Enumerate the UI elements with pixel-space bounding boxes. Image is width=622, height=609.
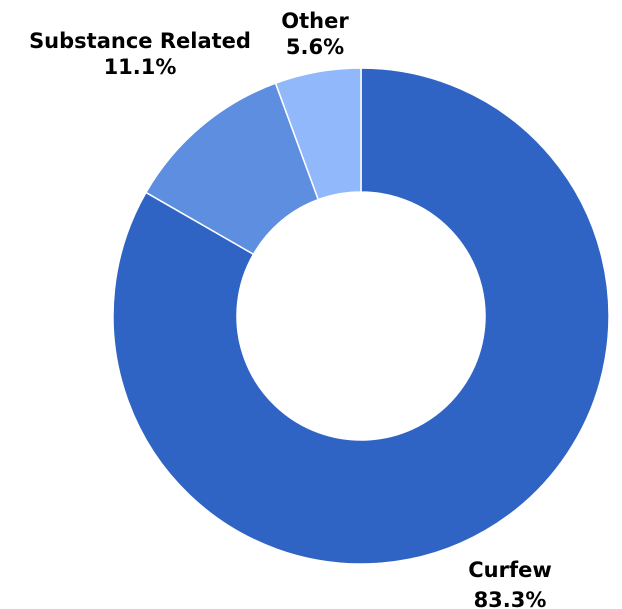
slice-value-substance-related: 11.1% [104, 55, 177, 79]
slices [112, 67, 610, 565]
slice-value-other: 5.6% [286, 35, 344, 59]
slice-value-curfew: 83.3% [474, 588, 547, 609]
slice-curfew [112, 67, 610, 565]
slice-label-other: Other [281, 9, 349, 33]
slice-label-substance-related: Substance Related [29, 29, 251, 53]
slice-label-curfew: Curfew [468, 558, 552, 582]
slice-other [274, 67, 362, 201]
